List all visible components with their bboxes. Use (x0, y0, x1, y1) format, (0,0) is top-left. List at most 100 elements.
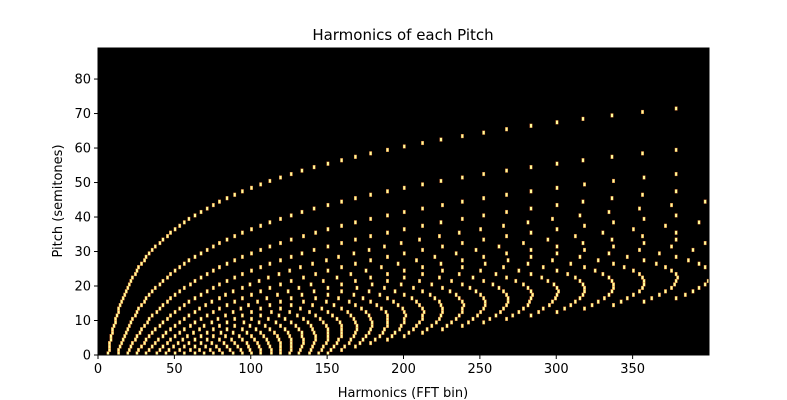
heat-cell (158, 282, 162, 287)
heat-cell (218, 347, 221, 353)
heat-cell (233, 341, 237, 346)
heat-cell (265, 337, 269, 342)
heat-cell (607, 275, 611, 280)
heat-cell (193, 337, 197, 342)
heat-cell (573, 275, 577, 280)
heat-cell (144, 254, 148, 259)
heat-cell (308, 309, 311, 315)
heat-cell (288, 334, 292, 339)
heat-cell (583, 182, 586, 187)
heat-cell (642, 240, 646, 246)
heat-cell (225, 196, 229, 201)
heat-cell (135, 268, 139, 273)
heat-cell (311, 327, 315, 332)
heat-cell (340, 334, 344, 339)
heat-cell (555, 203, 559, 208)
heat-cell (257, 278, 261, 284)
heat-cell (531, 292, 534, 297)
heat-cell (250, 334, 253, 339)
heat-cell (483, 303, 487, 308)
heat-cell (218, 323, 221, 328)
heat-cell (491, 282, 495, 287)
heat-cell (641, 234, 644, 239)
heat-cell (127, 282, 131, 287)
heat-cell (114, 320, 117, 325)
heat-cell (129, 344, 133, 349)
heat-cell (460, 216, 464, 221)
heat-cell (259, 347, 263, 353)
heat-cell (347, 299, 351, 304)
heat-cell (421, 316, 424, 321)
heat-cell (364, 268, 368, 273)
heat-cell (373, 337, 377, 342)
heat-cell (129, 278, 133, 284)
heat-cell (460, 258, 464, 263)
heat-cell (674, 172, 678, 177)
heat-cell (676, 275, 680, 280)
heat-cell (166, 234, 169, 239)
heat-cell (276, 292, 279, 297)
heat-cell (124, 330, 128, 335)
heat-cell (137, 306, 140, 311)
heat-cell (578, 213, 582, 218)
heat-cell (204, 303, 208, 308)
heat-cell (522, 282, 525, 287)
heat-cell (279, 344, 282, 349)
heat-cell (161, 278, 165, 284)
heat-cell (233, 258, 237, 263)
heat-cell (369, 341, 373, 346)
heat-cell (182, 316, 186, 321)
heat-cell (289, 296, 293, 301)
heat-cell (369, 275, 373, 280)
heat-cell (193, 344, 197, 349)
heat-cell (189, 323, 192, 328)
heat-cell (248, 347, 252, 353)
heat-cell (214, 344, 218, 349)
heat-cell (340, 199, 344, 204)
heat-cell (111, 327, 114, 332)
heat-cell (318, 316, 322, 321)
heat-cell (189, 282, 192, 287)
heat-cell (129, 320, 133, 325)
heat-cell (295, 313, 299, 318)
heat-cell (288, 268, 292, 273)
heat-cell (460, 299, 464, 304)
heat-cell (332, 344, 336, 349)
heat-cell (259, 289, 263, 294)
heat-cell (402, 144, 406, 149)
heat-cell (117, 306, 121, 311)
heat-cell (193, 278, 197, 284)
heat-cell (259, 330, 263, 335)
heat-cell (311, 303, 315, 308)
heat-cell (353, 320, 357, 325)
heat-cell (239, 306, 243, 311)
x-tick-label: 100 (238, 362, 263, 377)
heat-cell (340, 240, 344, 246)
heat-cell (182, 327, 186, 332)
heat-cell (482, 130, 486, 135)
heat-cell (279, 341, 282, 346)
heat-cell (346, 309, 350, 315)
heat-cell (369, 327, 373, 332)
heat-cell (158, 347, 162, 353)
heat-cell (483, 299, 487, 304)
heat-cell (578, 254, 582, 259)
heat-cell (402, 227, 406, 232)
heat-cell (369, 216, 373, 221)
heat-cell (300, 168, 304, 173)
heat-cell (703, 265, 707, 270)
heat-cell (482, 196, 486, 201)
heat-cell (289, 344, 293, 349)
heat-cell (529, 254, 533, 259)
heat-cell (638, 206, 641, 211)
x-axis-label: Harmonics (FFT bin) (338, 386, 468, 400)
heat-cell (401, 306, 405, 311)
heat-cell (505, 303, 508, 308)
heat-cell (311, 344, 315, 349)
heat-cell (352, 251, 356, 256)
heat-cell (117, 347, 121, 353)
heat-cell (402, 320, 406, 325)
heat-cell (121, 337, 125, 342)
heat-cell (193, 309, 197, 315)
heat-cell (555, 251, 559, 256)
